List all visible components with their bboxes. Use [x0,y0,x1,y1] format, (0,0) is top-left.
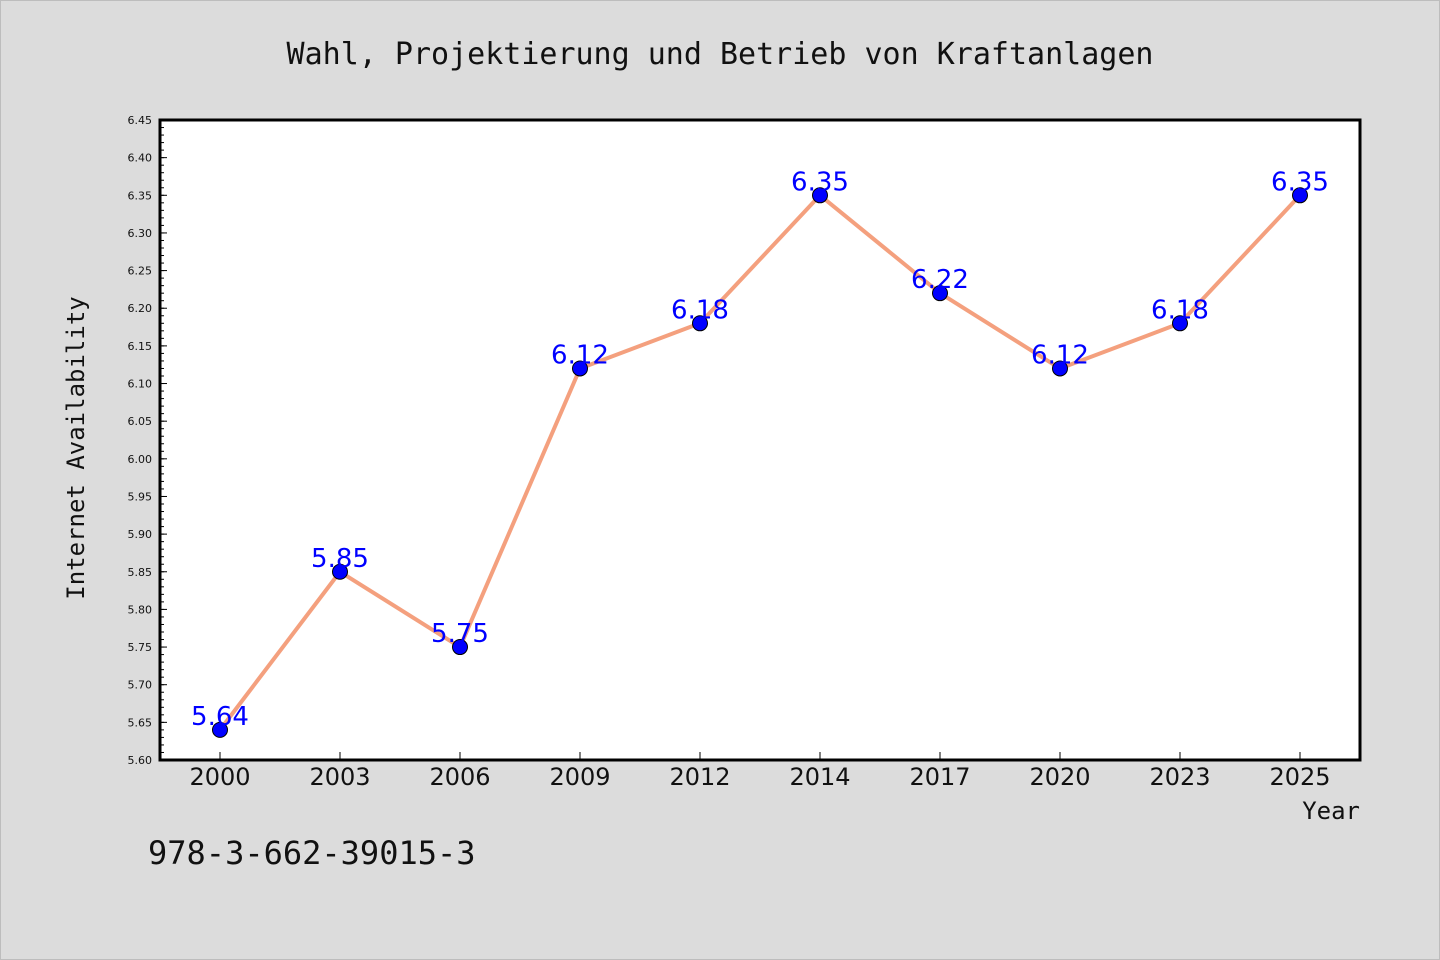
x-tick-label: 2020 [1029,763,1090,791]
y-tick-label: 5.75 [128,641,153,654]
isbn-annotation: 978-3-662-39015-3 [148,834,476,872]
y-tick-label: 5.90 [128,528,153,541]
x-tick-label: 2014 [789,763,850,791]
y-tick-label: 6.20 [128,302,153,315]
y-tick-label: 6.40 [128,152,153,165]
y-tick-label: 6.05 [128,415,153,428]
data-point [692,315,708,332]
data-label: 6.35 [1271,167,1329,197]
y-tick-label: 6.45 [128,114,153,127]
x-tick-label: 2006 [429,763,490,791]
data-label: 6.22 [911,265,969,295]
x-tick-label: 2009 [549,763,610,791]
data-label: 6.18 [671,295,729,325]
y-tick-label: 5.80 [128,603,153,616]
data-point [572,360,588,377]
data-label: 5.75 [431,619,489,649]
y-tick-label: 5.95 [128,490,153,503]
data-point [1292,187,1308,204]
data-label: 5.85 [311,544,369,574]
data-point [932,285,948,302]
x-tick-label: 2025 [1269,763,1330,791]
data-label: 6.12 [1031,340,1089,370]
y-tick-label: 6.15 [128,340,153,353]
y-tick-label: 5.70 [128,679,153,692]
x-tick-label: 2017 [909,763,970,791]
x-tick-label: 2000 [189,763,250,791]
y-tick-label: 5.65 [128,716,153,729]
series-group: 5.64 5.85 5.75 6.12 6.18 6.35 6.22 6.12 6.18 6.35 [191,167,1329,738]
data-point [1052,360,1068,377]
data-point [212,721,228,738]
data-label: 6.35 [791,167,849,197]
plot-area [160,120,1360,760]
y-axis-title: Internet Availability [62,296,90,599]
data-label: 5.64 [191,702,249,732]
y-tick-label: 6.10 [128,378,153,391]
data-point [812,187,828,204]
data-point [332,563,348,580]
y-tick-label: 5.60 [128,754,153,767]
x-tick-label: 2003 [309,763,370,791]
x-axis: 2000 2003 2006 2009 2012 2014 2017 2020 2023 2025 [189,752,1331,791]
data-point [1172,315,1188,332]
x-tick-label: 2023 [1149,763,1210,791]
y-tick-label: 6.25 [128,265,153,278]
series-line [218,193,1302,732]
data-label: 6.18 [1151,295,1209,325]
data-label: 6.12 [551,340,609,370]
plot-frame [158,118,1362,762]
chart-title: Wahl, Projektierung und Betrieb von Kraf… [287,37,1154,72]
data-point [452,639,468,656]
y-tick-label: 6.30 [128,227,153,240]
y-tick-label: 5.85 [128,566,153,579]
y-tick-label: 6.35 [128,189,153,202]
x-tick-label: 2012 [669,763,730,791]
y-tick-label: 6.00 [128,453,153,466]
x-axis-title: Year [1302,797,1360,825]
